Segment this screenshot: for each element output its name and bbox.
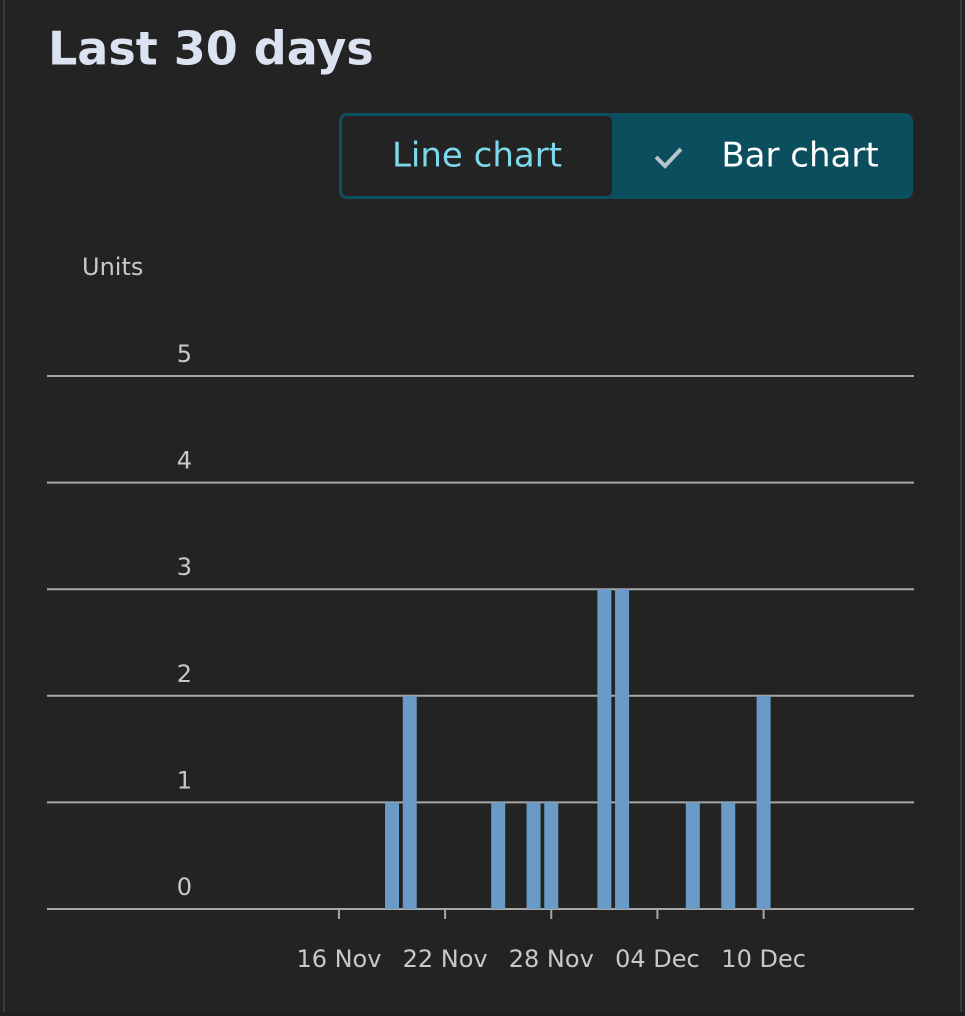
- x-tick-label: 16 Nov: [296, 945, 381, 973]
- y-tick-label: 5: [177, 340, 192, 368]
- check-icon: [654, 147, 683, 169]
- x-tick-label: 28 Nov: [509, 945, 594, 973]
- toggle-label[interactable]: Bar chart: [721, 136, 878, 176]
- toggle-label[interactable]: Line chart: [392, 136, 562, 176]
- toggle-option-line[interactable]: [342, 116, 612, 196]
- bar: [402, 695, 417, 909]
- panel-title: Last 30 days: [48, 22, 374, 76]
- bar: [597, 589, 612, 909]
- bar: [526, 802, 541, 909]
- bar: [385, 802, 400, 909]
- bar: [615, 589, 630, 909]
- x-tick-label: 04 Dec: [615, 945, 700, 973]
- bar: [721, 802, 736, 909]
- bar: [685, 802, 700, 909]
- bar: [544, 802, 559, 909]
- bar: [756, 695, 771, 909]
- y-axis-label: Units: [82, 253, 143, 281]
- x-tick-label: 10 Dec: [721, 945, 806, 973]
- y-tick-label: 4: [177, 447, 192, 475]
- chart-type-toggle: Line chart Bar chart: [339, 113, 913, 199]
- y-tick-label: 0: [177, 873, 192, 901]
- y-tick-label: 1: [177, 766, 192, 794]
- y-tick-label: 2: [177, 660, 192, 688]
- y-tick-label: 3: [177, 553, 192, 581]
- x-tick-label: 22 Nov: [403, 945, 488, 973]
- bar: [491, 802, 506, 909]
